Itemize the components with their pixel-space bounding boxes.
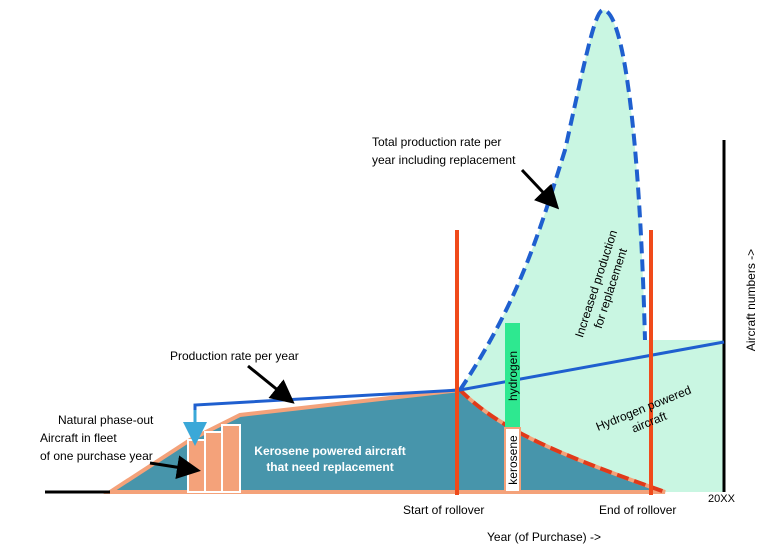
hydrogen-area xyxy=(460,10,724,492)
x-axis-label: Year (of Purchase) -> xyxy=(487,530,601,544)
y-axis-label: Aircraft numbers -> xyxy=(744,249,758,351)
production-rate-label: Production rate per year xyxy=(170,349,299,363)
kerosene-area-label: Kerosene powered aircraft that need repla… xyxy=(254,444,405,474)
hydrogen-bar xyxy=(505,323,520,428)
natural-phase-out-label: Natural phase-out xyxy=(58,413,154,427)
end-rollover-label: End of rollover xyxy=(599,503,676,517)
kerosene-bar xyxy=(504,427,521,493)
hydrogen-bar-label: hydrogen xyxy=(506,351,520,401)
year-marker: 20XX xyxy=(708,493,736,505)
kerosene-bar-label: kerosene xyxy=(506,435,520,485)
start-rollover-label: Start of rollover xyxy=(403,503,484,517)
arrow xyxy=(149,455,201,480)
arrow xyxy=(520,168,560,210)
total-production-curve xyxy=(458,7,647,392)
total-production-label: Total production rate per year including … xyxy=(372,135,516,167)
arrow xyxy=(247,364,295,404)
kerosene-decline xyxy=(458,388,666,494)
aircraft-in-fleet-label: Aircraft in fleet of one purchase year xyxy=(40,431,153,463)
